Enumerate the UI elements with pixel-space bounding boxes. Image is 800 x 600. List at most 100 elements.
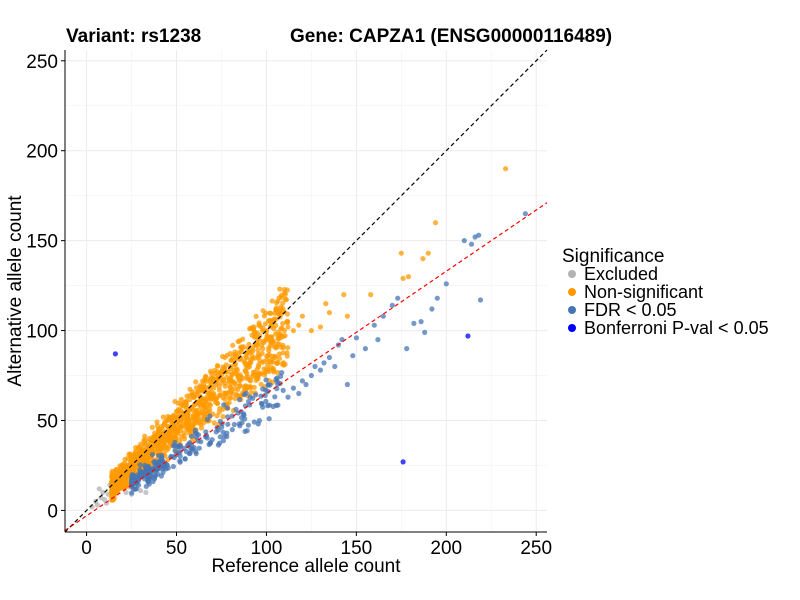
x-tick-label: 50 xyxy=(166,538,187,559)
point-fdr-0-05 xyxy=(231,421,237,428)
point-fdr-0-05 xyxy=(242,416,248,422)
point-non-significant xyxy=(253,313,259,319)
data-points xyxy=(89,166,529,510)
point-fdr-0-05 xyxy=(389,302,395,308)
point-fdr-0-05 xyxy=(151,459,157,465)
x-tick-label: 100 xyxy=(251,538,283,559)
point-non-significant xyxy=(124,480,130,487)
point-fdr-0-05 xyxy=(233,406,239,412)
point-fdr-0-05 xyxy=(296,390,302,397)
legend-label: Bonferroni P-val < 0.05 xyxy=(584,318,769,338)
point-non-significant xyxy=(405,274,412,280)
point-non-significant xyxy=(218,369,225,375)
point-fdr-0-05 xyxy=(434,295,440,301)
point-non-significant xyxy=(229,372,235,378)
point-non-significant xyxy=(257,357,263,364)
y-axis-title: Alternative allele count xyxy=(5,195,26,387)
point-non-significant xyxy=(254,342,260,348)
point-non-significant xyxy=(119,479,125,485)
point-fdr-0-05 xyxy=(193,434,200,440)
x-tick-label: 250 xyxy=(520,538,552,559)
point-non-significant xyxy=(162,435,168,441)
point-non-significant xyxy=(267,310,273,316)
x-tick-label: 200 xyxy=(430,538,462,559)
point-non-significant xyxy=(203,374,209,380)
point-non-significant xyxy=(208,396,214,402)
point-non-significant xyxy=(262,321,268,327)
point-fdr-0-05 xyxy=(236,397,243,403)
point-fdr-0-05 xyxy=(132,486,138,492)
point-fdr-0-05 xyxy=(280,387,286,393)
point-non-significant xyxy=(244,385,250,391)
point-fdr-0-05 xyxy=(477,297,484,303)
point-excluded xyxy=(137,488,144,494)
point-non-significant xyxy=(250,369,256,375)
point-excluded xyxy=(143,489,149,495)
point-non-significant xyxy=(181,430,187,436)
point-fdr-0-05 xyxy=(344,381,350,388)
point-fdr-0-05 xyxy=(142,464,148,470)
point-non-significant xyxy=(266,347,272,354)
point-non-significant xyxy=(503,166,509,172)
point-non-significant xyxy=(213,397,219,403)
point-non-significant xyxy=(368,292,374,298)
point-fdr-0-05 xyxy=(177,453,183,459)
point-non-significant xyxy=(273,316,279,322)
point-non-significant xyxy=(207,386,213,392)
point-excluded xyxy=(94,502,100,508)
point-non-significant xyxy=(273,305,279,311)
point-non-significant xyxy=(232,381,238,387)
point-fdr-0-05 xyxy=(172,448,178,454)
point-fdr-0-05 xyxy=(182,456,188,462)
point-non-significant xyxy=(156,440,162,446)
point-fdr-0-05 xyxy=(177,449,183,455)
point-non-significant xyxy=(251,384,257,390)
point-non-significant xyxy=(141,438,147,444)
point-fdr-0-05 xyxy=(217,434,223,440)
point-non-significant xyxy=(199,425,205,431)
point-non-significant xyxy=(209,378,216,384)
point-non-significant xyxy=(256,320,262,326)
point-fdr-0-05 xyxy=(461,238,467,244)
point-non-significant xyxy=(187,427,193,433)
point-fdr-0-05 xyxy=(190,446,196,452)
point-fdr-0-05 xyxy=(350,353,356,359)
point-fdr-0-05 xyxy=(198,439,204,445)
point-bonferroni-p-val-0-05 xyxy=(465,333,471,339)
point-non-significant xyxy=(196,418,202,424)
point-fdr-0-05 xyxy=(308,372,314,379)
point-non-significant xyxy=(249,353,255,359)
point-non-significant xyxy=(207,402,214,408)
point-non-significant xyxy=(269,357,275,363)
point-fdr-0-05 xyxy=(265,382,271,388)
point-fdr-0-05 xyxy=(189,433,195,439)
point-fdr-0-05 xyxy=(253,392,259,398)
point-non-significant xyxy=(276,355,283,361)
y-tick-label: 100 xyxy=(26,322,58,343)
point-non-significant xyxy=(195,399,201,406)
point-non-significant xyxy=(211,392,217,398)
point-fdr-0-05 xyxy=(290,385,296,391)
point-non-significant xyxy=(178,396,184,402)
point-non-significant xyxy=(215,363,221,369)
point-fdr-0-05 xyxy=(522,211,529,217)
point-non-significant xyxy=(169,429,175,435)
point-non-significant xyxy=(255,347,261,353)
point-non-significant xyxy=(255,371,261,377)
point-non-significant xyxy=(257,338,263,344)
y-tick-label: 150 xyxy=(26,232,58,253)
point-fdr-0-05 xyxy=(272,394,278,400)
point-fdr-0-05 xyxy=(159,452,165,459)
point-non-significant xyxy=(235,386,241,392)
point-non-significant xyxy=(279,361,285,367)
point-non-significant xyxy=(160,414,166,420)
point-non-significant xyxy=(159,445,165,451)
point-fdr-0-05 xyxy=(219,424,225,430)
point-non-significant xyxy=(273,345,279,351)
point-fdr-0-05 xyxy=(136,476,142,482)
point-non-significant xyxy=(247,326,253,332)
point-non-significant xyxy=(245,349,251,355)
point-fdr-0-05 xyxy=(244,428,250,434)
point-non-significant xyxy=(193,385,199,391)
point-non-significant xyxy=(232,351,238,358)
